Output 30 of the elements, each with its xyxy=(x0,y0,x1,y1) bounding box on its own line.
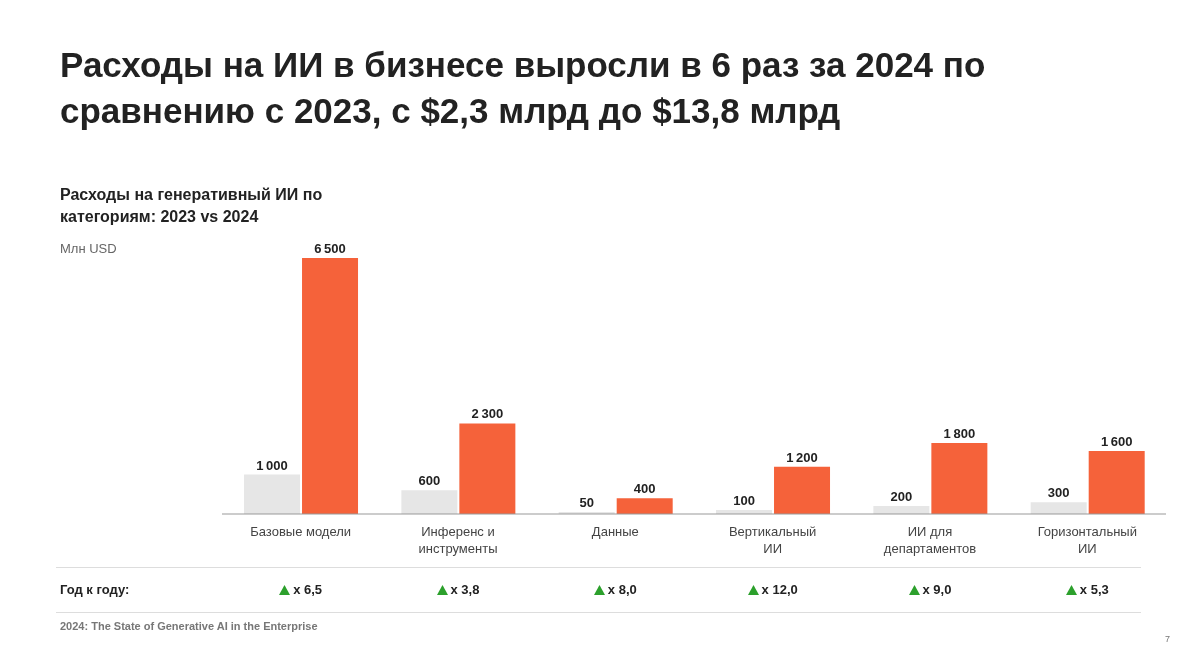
x-tick-label: ИИ для департаментов xyxy=(883,524,977,556)
data-label: 1 000 xyxy=(256,457,288,473)
chart-subtitle: Расходы на генеративный ИИ по категориям: 2023 vs 2024 xyxy=(60,185,324,227)
x-tick-label: Инференс и инструменты xyxy=(418,524,498,556)
text: x 12,0 xyxy=(761,582,798,597)
data-label: 400 xyxy=(633,481,656,497)
text: x 6,5 xyxy=(293,582,323,597)
text: x 9,0 xyxy=(922,582,952,597)
x-tick-label: Вертикальный ИИ xyxy=(728,524,817,556)
data-label: 1 800 xyxy=(943,426,976,442)
text: x 5,3 xyxy=(1079,582,1109,597)
data-label: 1 200 xyxy=(786,449,818,465)
chart-title: Расходы на ИИ в бизнесе выросли в 6 раз за 2024 по сравнению с 2023, с $2,3 млрд до $13,8 млрд xyxy=(60,44,987,132)
text: 2024: The State of Generative AI in the Enterprise xyxy=(60,620,318,632)
x-tick-label: Базовые модели xyxy=(250,524,352,539)
data-label: 50 xyxy=(579,495,594,511)
text: Год к году: xyxy=(60,582,130,597)
x-tick-label: Горизонтальный ИИ xyxy=(1037,524,1137,556)
data-label: 6 500 xyxy=(314,241,346,256)
data-label: 200 xyxy=(890,489,913,505)
text: Млн USD xyxy=(60,241,117,256)
data-label: 600 xyxy=(418,473,441,489)
data-label: 300 xyxy=(1047,485,1070,501)
text: x 8,0 xyxy=(607,582,637,597)
data-label: 1 600 xyxy=(1100,433,1133,449)
data-label: 2 300 xyxy=(471,406,504,422)
x-tick-label: Данные xyxy=(591,524,639,539)
text: 7 xyxy=(1164,634,1170,644)
data-label: 100 xyxy=(733,493,755,509)
text: x 3,8 xyxy=(450,582,480,597)
